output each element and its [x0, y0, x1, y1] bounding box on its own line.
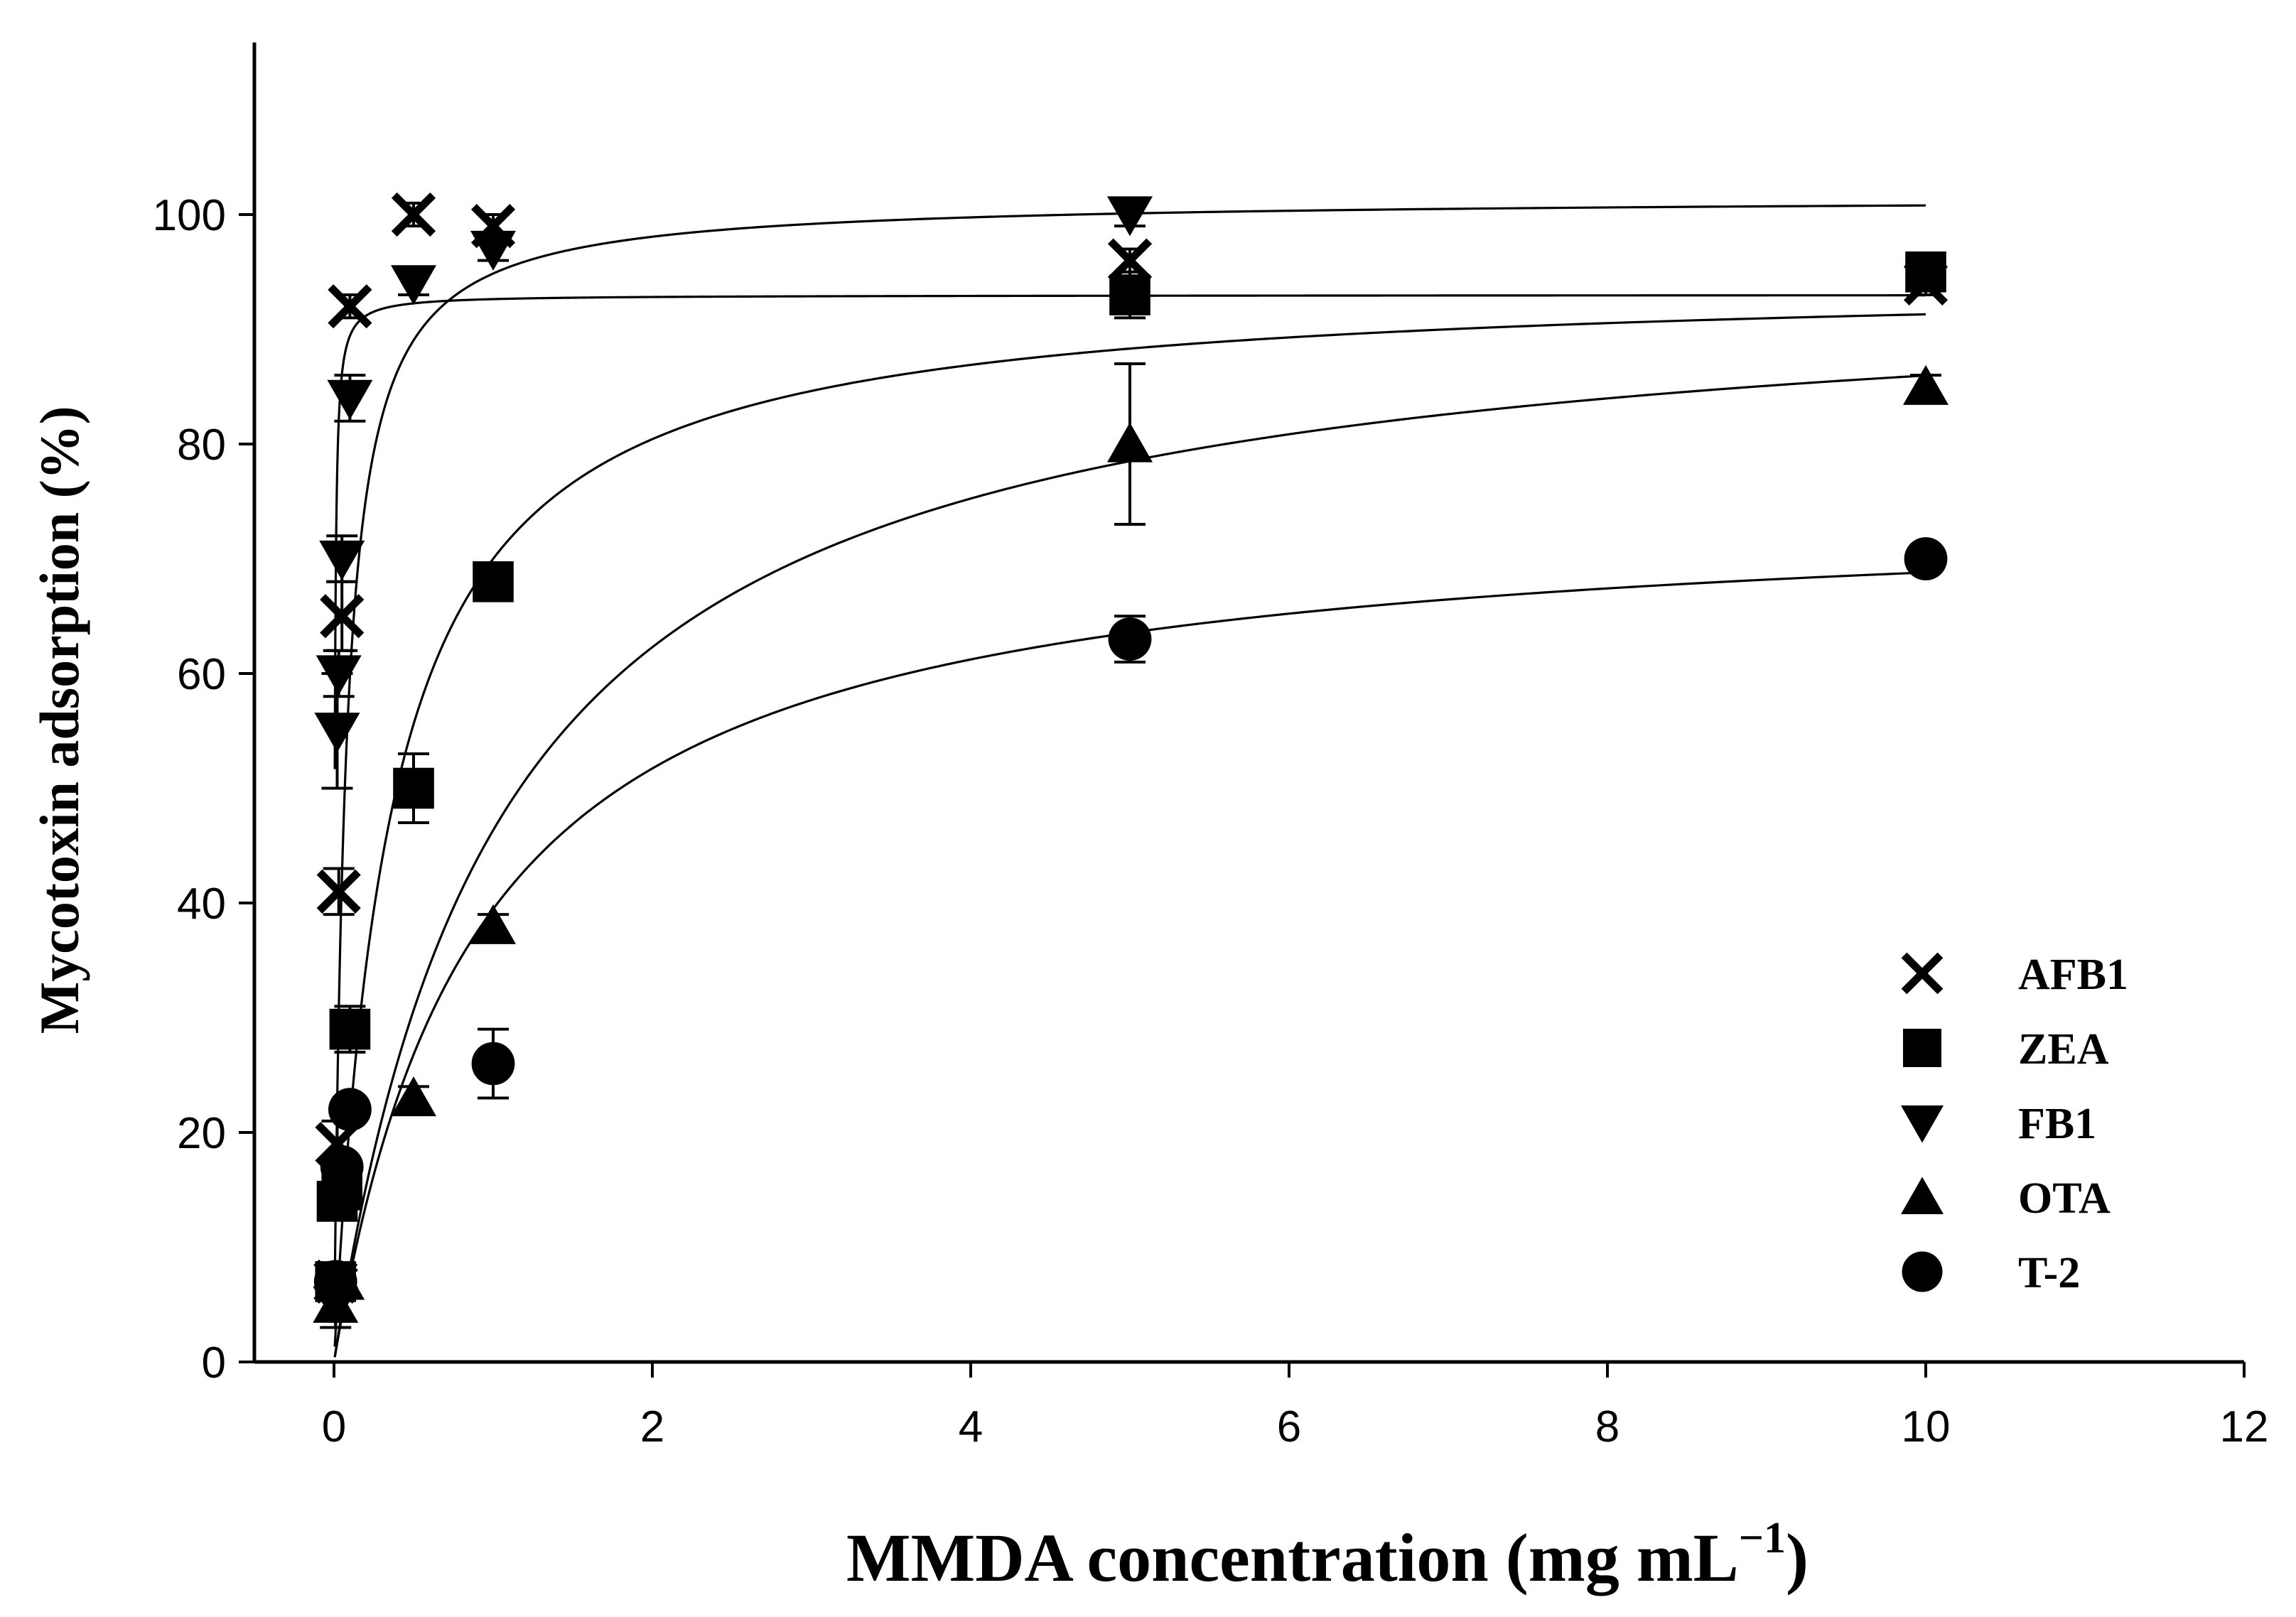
data-point-zea — [393, 767, 434, 809]
axes-layer: 0 2 4 6 8 10 12 0 20 40 60 80 100 — [153, 42, 2269, 1451]
y-tick-label: 80 — [177, 421, 226, 470]
legend-marker-t-2 — [1902, 1251, 1943, 1292]
legend-item-fb1: FB1 — [1901, 1100, 2096, 1148]
x-tick-label: 6 — [1277, 1402, 1301, 1451]
x-axis-title-main: MMDA concentration (mg mL — [846, 1520, 1739, 1596]
data-point-t-2 — [1904, 537, 1948, 580]
data-point-afb1 — [391, 192, 436, 237]
x-tick-label: 8 — [1595, 1402, 1619, 1451]
axis-titles-layer: Mycotoxin adsorption (%) MMDA concentrati… — [28, 406, 1809, 1596]
data-point-t-2 — [313, 1260, 357, 1304]
legend-label: OTA — [2018, 1174, 2111, 1223]
data-point-fb1 — [319, 540, 365, 580]
legend-label: T-2 — [2018, 1249, 2080, 1297]
data-point-t-2 — [320, 1145, 364, 1189]
fit-curve-afb1 — [333, 294, 1926, 769]
legend-marker-ota — [1901, 1177, 1944, 1214]
y-tick-label: 20 — [177, 1109, 226, 1158]
data-point-ota — [391, 1076, 436, 1117]
data-point-zea — [1109, 274, 1150, 315]
series-ota — [313, 362, 1949, 1323]
legend-marker-zea — [1903, 1029, 1941, 1067]
data-point-t-2 — [328, 1088, 372, 1132]
data-point-ota — [1107, 422, 1153, 463]
x-tick-label: 4 — [959, 1402, 983, 1451]
data-point-fb1 — [316, 655, 362, 696]
data-points-layer — [313, 192, 1949, 1329]
series-fb1 — [313, 196, 1153, 1329]
legend-item-ota: OTA — [1901, 1174, 2111, 1223]
data-point-zea — [1905, 251, 1946, 293]
x-axis-title: MMDA concentration (mg mL−1) — [846, 1514, 1809, 1596]
legend-marker-afb1 — [1901, 952, 1944, 995]
fit-curve-t-2 — [333, 571, 1926, 1358]
y-tick-label: 100 — [153, 191, 226, 240]
x-tick-label: 0 — [322, 1402, 346, 1451]
data-point-t-2 — [471, 1042, 515, 1086]
data-point-fb1 — [327, 379, 373, 420]
x-tick-label: 12 — [2220, 1402, 2269, 1451]
y-axis-title: Mycotoxin adsorption (%) — [28, 406, 90, 1034]
series-t-2 — [313, 537, 1948, 1304]
legend-marker-fb1 — [1901, 1105, 1944, 1143]
data-point-afb1 — [316, 869, 361, 914]
x-tick-label: 2 — [640, 1402, 664, 1451]
data-point-zea — [329, 1008, 371, 1050]
series-afb1 — [313, 192, 1949, 1304]
data-point-ota — [470, 904, 516, 944]
data-point-fb1 — [314, 713, 360, 753]
x-axis-title-superscript: −1 — [1739, 1514, 1786, 1562]
legend-item-t-2: T-2 — [1902, 1249, 2080, 1297]
data-point-fb1 — [391, 265, 436, 305]
data-point-zea — [473, 561, 514, 602]
data-point-afb1 — [320, 594, 365, 639]
legend: AFB1 ZEA FB1 OTA T-2 — [1901, 951, 2128, 1297]
y-tick-label: 60 — [177, 650, 226, 699]
legend-label: ZEA — [2018, 1025, 2109, 1074]
legend-label: AFB1 — [2018, 951, 2128, 999]
x-tick-label: 10 — [1902, 1402, 1951, 1451]
data-point-t-2 — [1108, 617, 1152, 661]
data-point-afb1 — [328, 284, 372, 329]
legend-item-afb1: AFB1 — [1901, 951, 2128, 999]
data-point-fb1 — [1107, 196, 1153, 237]
legend-label: FB1 — [2018, 1100, 2096, 1148]
y-tick-label: 0 — [202, 1339, 226, 1388]
data-point-ota — [1903, 364, 1949, 405]
legend-item-zea: ZEA — [1903, 1025, 2109, 1074]
x-axis-title-close: ) — [1786, 1520, 1809, 1596]
y-tick-label: 40 — [177, 880, 226, 929]
data-point-fb1 — [470, 230, 516, 271]
